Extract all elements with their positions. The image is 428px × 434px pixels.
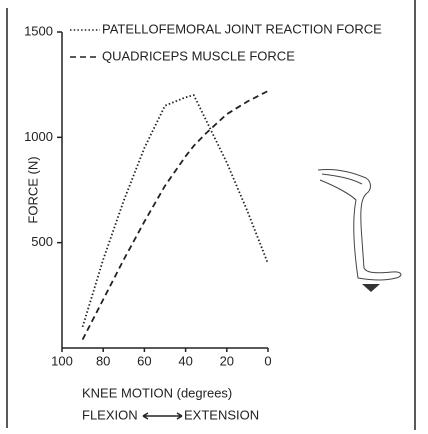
- y-tick-label: 500: [31, 234, 53, 249]
- x-tick-label: 0: [264, 353, 271, 368]
- legend-label: PATELLOFEMORAL JOINT REACTION FORCE: [102, 21, 382, 36]
- x-tick-label: 100: [51, 353, 73, 368]
- x-tick-label: 80: [96, 353, 110, 368]
- direction-left: FLEXION: [82, 407, 138, 422]
- x-tick-label: 20: [220, 353, 234, 368]
- x-tick-label: 40: [178, 353, 192, 368]
- x-tick-label: 60: [137, 353, 151, 368]
- direction-right: EXTENSION: [184, 407, 259, 422]
- background: [0, 0, 428, 434]
- y-axis-label: FORCE (N): [25, 156, 40, 223]
- chart: FORCE (N) KNEE MOTION (degrees) FLEXION …: [0, 0, 428, 434]
- y-tick-label: 1000: [24, 129, 53, 144]
- x-axis-label: KNEE MOTION (degrees): [82, 385, 232, 400]
- y-tick-label: 1500: [24, 23, 53, 38]
- legend-label: QUADRICEPS MUSCLE FORCE: [102, 48, 295, 63]
